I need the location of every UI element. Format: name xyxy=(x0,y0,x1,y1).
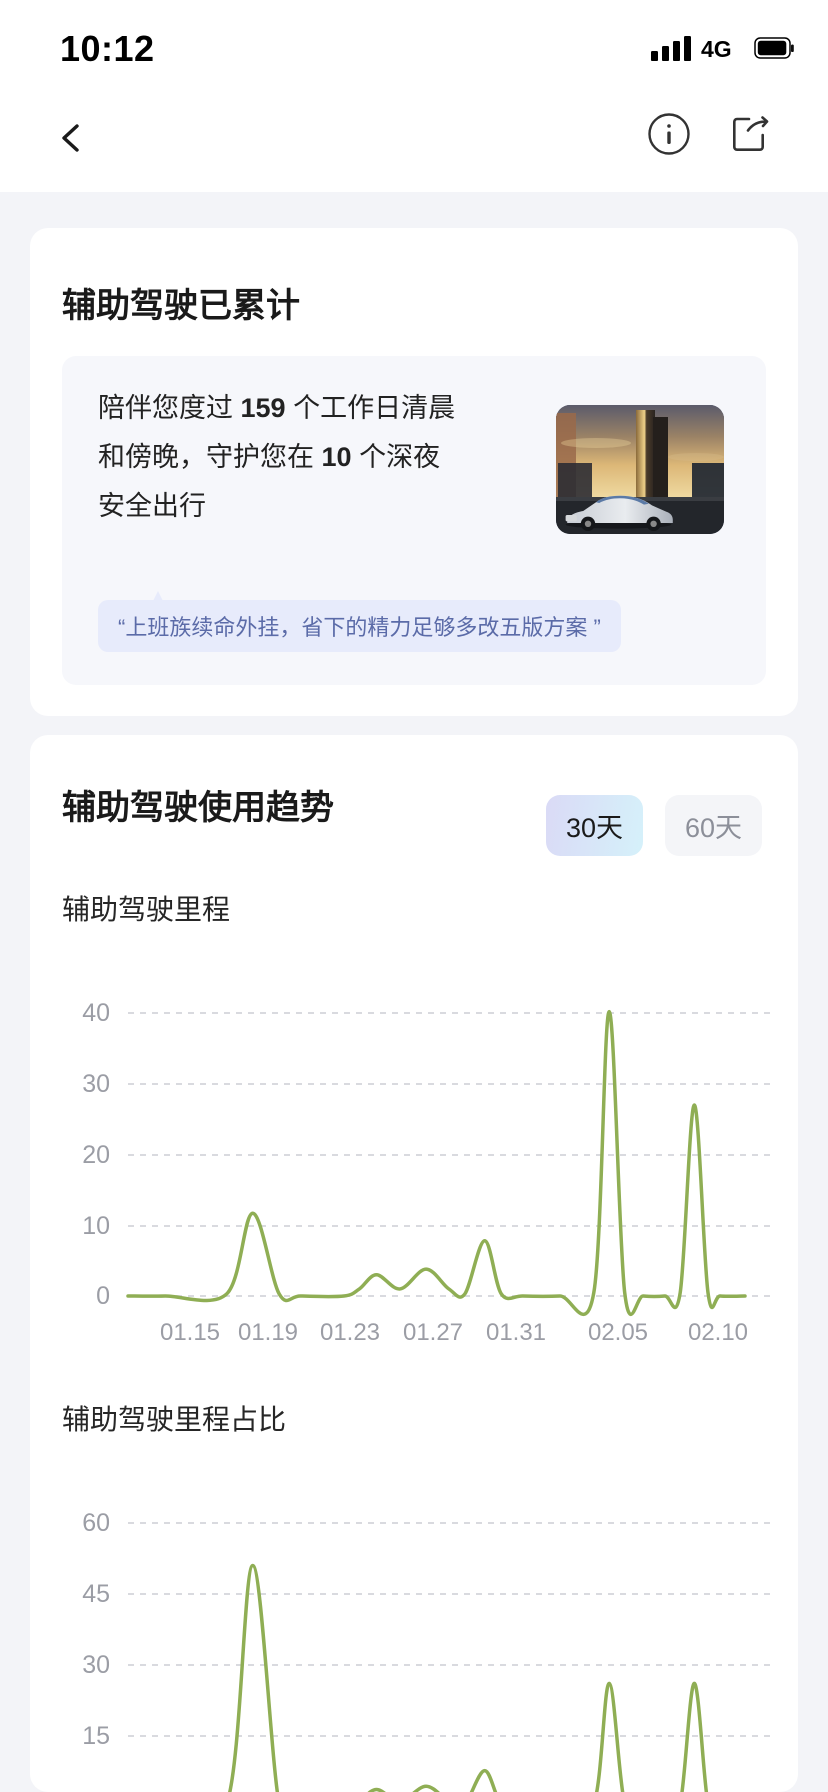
svg-text:20: 20 xyxy=(82,1141,110,1169)
svg-text:45: 45 xyxy=(82,1580,110,1608)
svg-text:01.15: 01.15 xyxy=(160,1319,220,1346)
svg-text:15: 15 xyxy=(82,1722,110,1750)
svg-text:02.10: 02.10 xyxy=(688,1319,748,1346)
svg-text:30: 30 xyxy=(82,1070,110,1098)
svg-text:0: 0 xyxy=(96,1282,110,1310)
svg-text:4G: 4G xyxy=(701,36,732,62)
svg-text:02.05: 02.05 xyxy=(588,1319,648,1346)
svg-text:10: 10 xyxy=(82,1212,110,1240)
svg-text:01.31: 01.31 xyxy=(486,1319,546,1346)
svg-text:40: 40 xyxy=(82,999,110,1027)
svg-text:01.23: 01.23 xyxy=(320,1319,380,1346)
svg-text:30: 30 xyxy=(82,1651,110,1679)
svg-text:60: 60 xyxy=(82,1509,110,1537)
svg-text:01.19: 01.19 xyxy=(238,1319,298,1346)
svg-text:01.27: 01.27 xyxy=(403,1319,463,1346)
